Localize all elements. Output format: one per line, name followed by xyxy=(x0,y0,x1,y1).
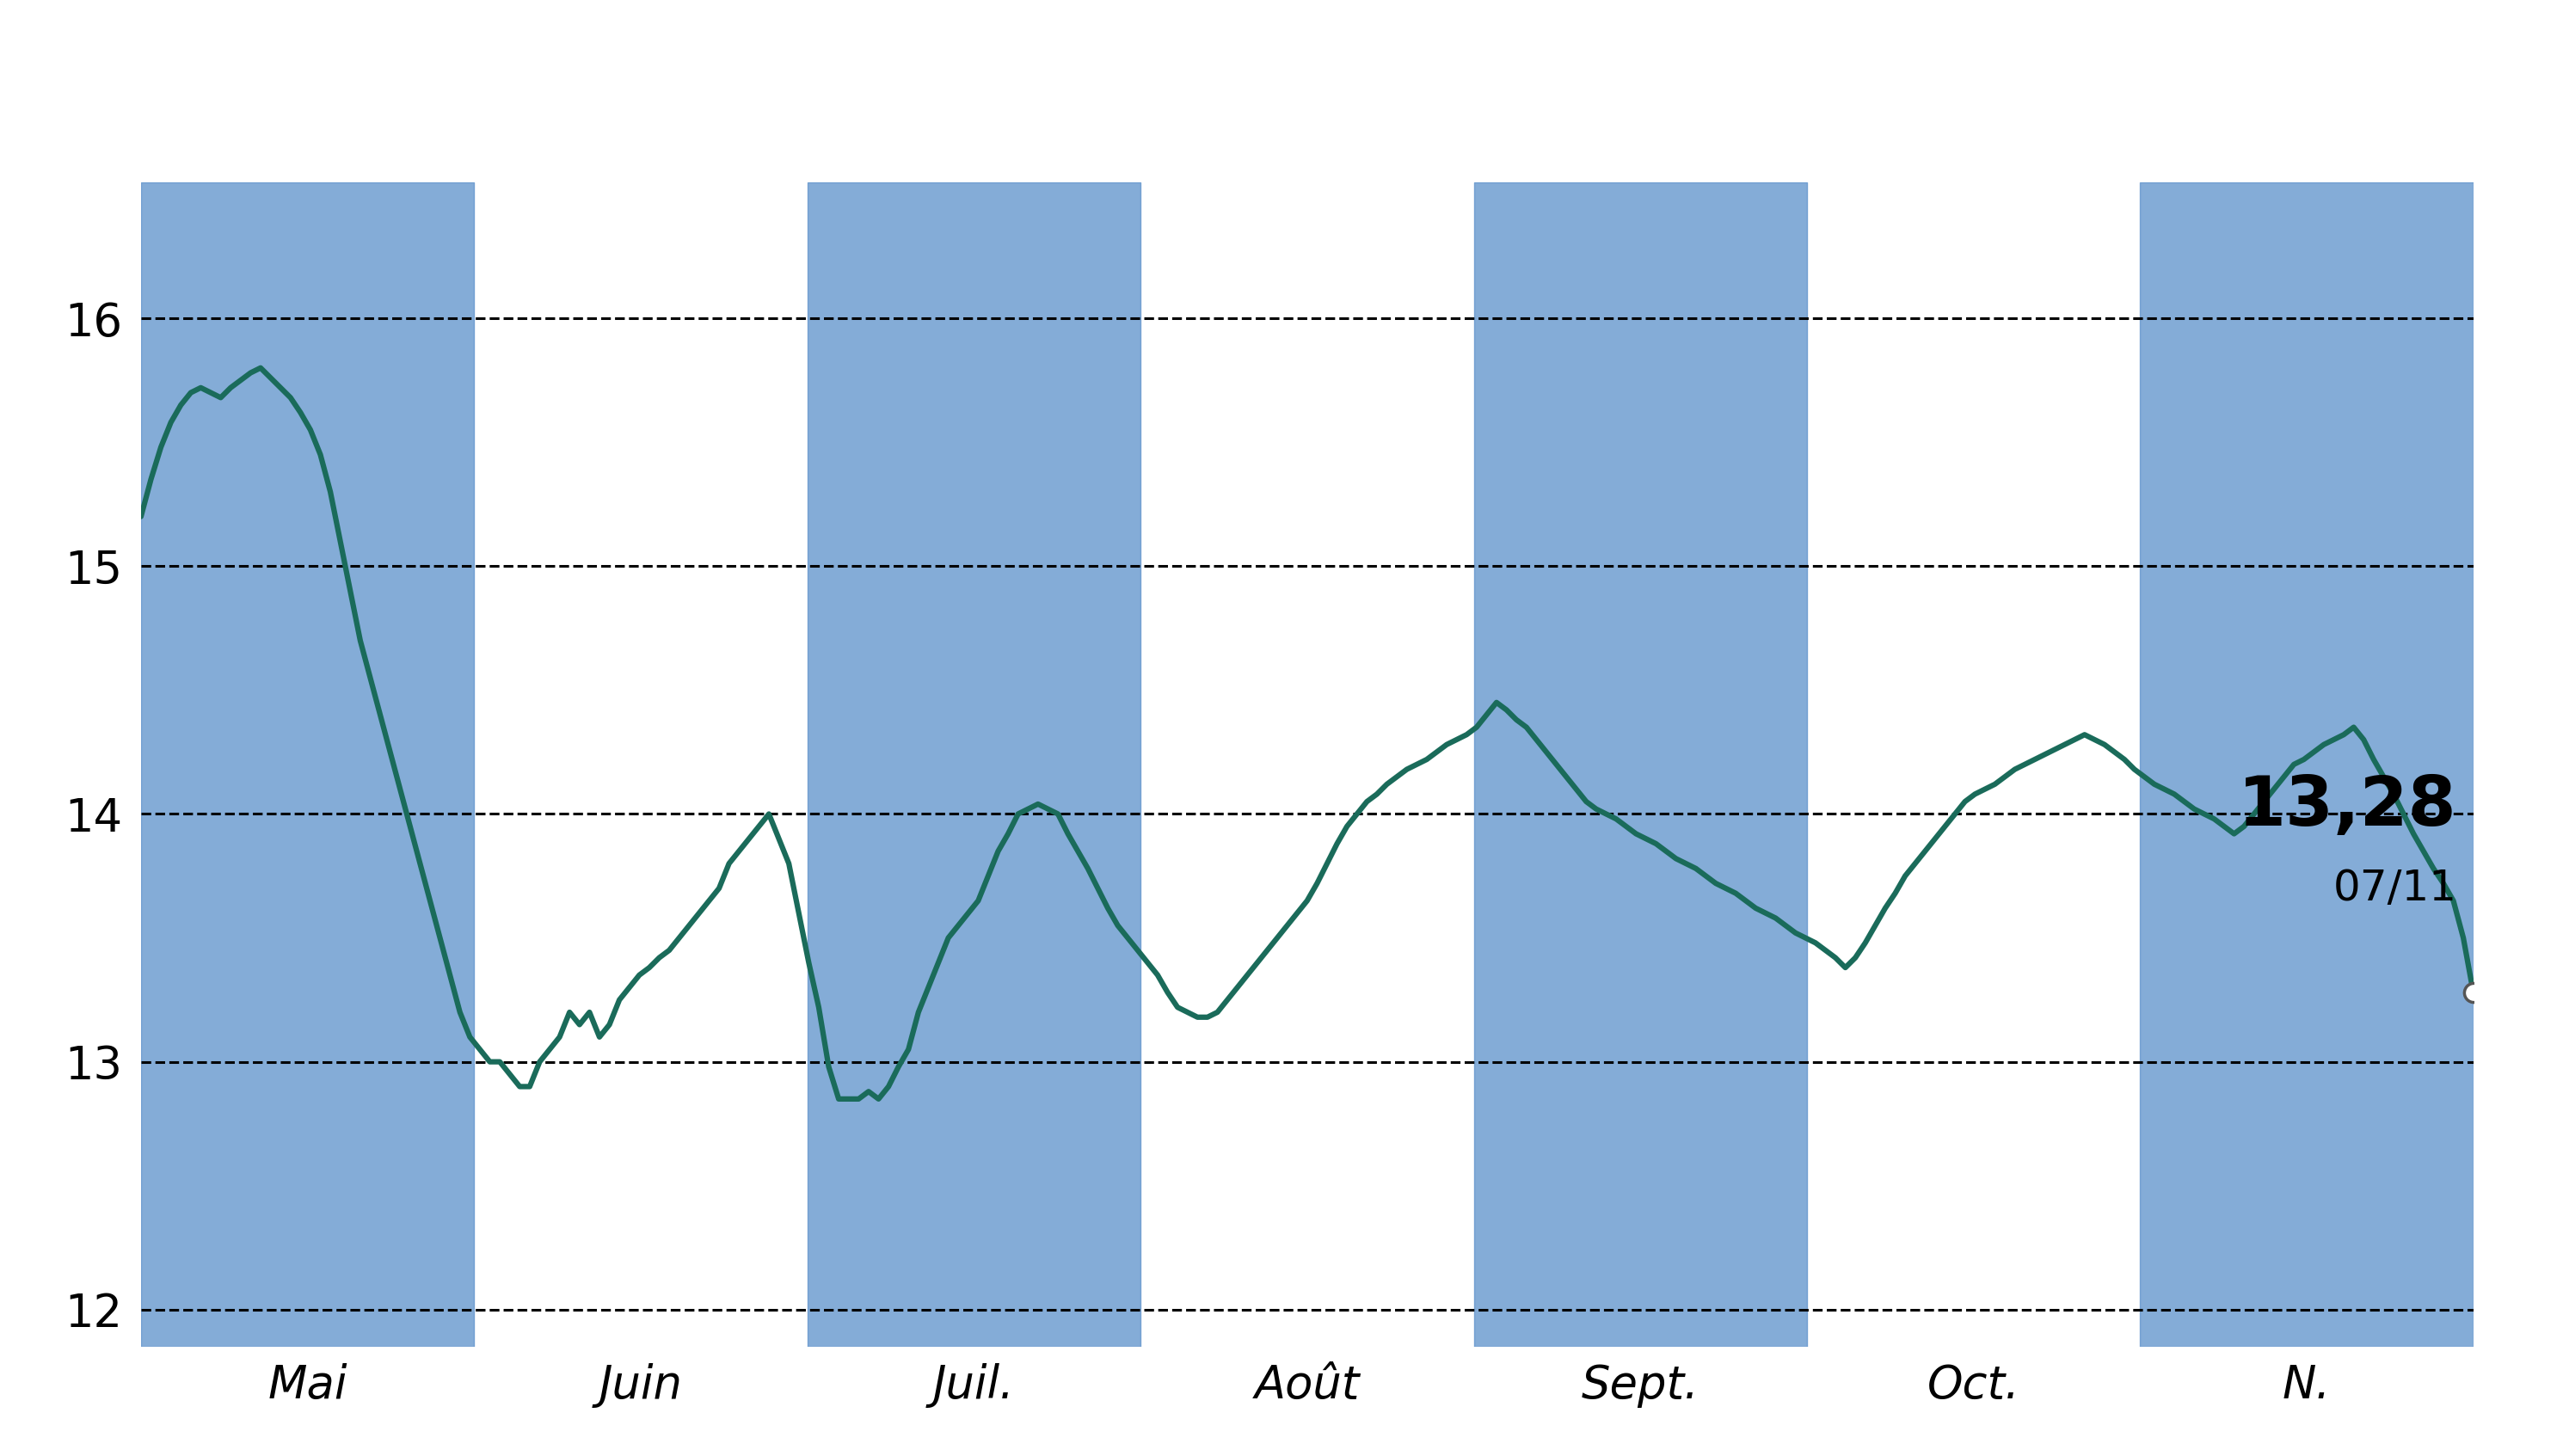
Text: 13,28: 13,28 xyxy=(2237,773,2455,840)
Text: CREDIT AGRICOLE: CREDIT AGRICOLE xyxy=(800,38,1763,130)
Bar xyxy=(807,182,1141,1347)
Bar xyxy=(2140,182,2473,1347)
Bar xyxy=(141,182,474,1347)
Text: 07/11: 07/11 xyxy=(2332,868,2455,909)
Bar xyxy=(1474,182,1807,1347)
